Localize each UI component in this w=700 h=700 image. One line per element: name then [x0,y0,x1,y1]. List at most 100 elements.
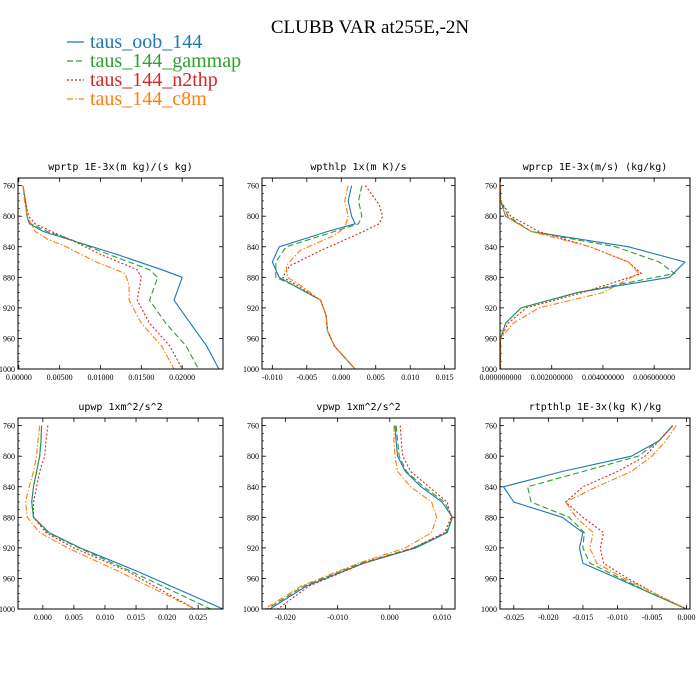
x-tick-label: -0.010 [607,613,628,622]
y-tick-label: 960 [3,574,15,583]
panel-frame [261,417,456,610]
panels: wprtp 1E-3x(m kg)/(s kg) 760 800 840 880 920 9… [0,162,696,622]
y-tick-label: 760 [485,182,497,191]
x-tick-label: 0.015 [436,373,454,382]
y-tick-label: 760 [247,182,259,191]
y-tick-label: 800 [485,452,497,461]
y-tick-label: 840 [485,483,497,492]
y-tick-label: 800 [247,212,259,221]
panel-title: wpthlp 1x(m K)/s [310,162,406,173]
series-line-taus_144_gammap [500,185,676,369]
y-tick-label: 840 [247,483,259,492]
x-tick-label: 0.000000000 [480,373,522,382]
figure-title: CLUBB VAR at255E,-2N [271,17,470,38]
series-line-taus_144_gammap [22,185,199,369]
y-tick-label: 960 [247,334,259,343]
y-tick-label: 800 [485,212,497,221]
y-tick-label: 760 [3,182,15,191]
y-tick-label: 840 [485,243,497,252]
series-line-taus_oob_144 [31,425,223,609]
panel-frame [17,177,224,370]
panel-frame [261,177,456,370]
y-tick-label: 920 [3,304,15,313]
legend: taus_oob_144taus_144_gammaptaus_144_n2th… [67,31,241,110]
panel: wprtp 1E-3x(m kg)/(s kg) 760 800 840 880 920 9… [0,162,224,382]
x-tick-label: 0.005 [65,613,83,622]
y-tick-label: 920 [3,544,15,553]
y-tick-label: 880 [247,513,259,522]
y-tick-label: 1000 [481,365,497,374]
x-tick-label: 0.00500 [47,373,73,382]
series-line-taus_144_n2thp [32,425,196,609]
series-line-taus_oob_144 [502,425,687,609]
legend-label: taus_oob_144 [90,31,202,53]
y-tick-label: 1000 [243,605,259,614]
y-tick-label: 880 [247,273,259,282]
y-tick-label: 800 [3,452,15,461]
y-tick-label: 1000 [243,365,259,374]
y-tick-label: 920 [247,544,259,553]
series-line-taus_144_gammap [31,425,211,609]
x-tick-label: -0.020 [538,613,559,622]
panel: rtpthlp 1E-3x(kg K)/kg 760 800 840 880 920 960… [481,402,696,622]
y-tick-label: 880 [485,273,497,282]
y-tick-label: 840 [3,483,15,492]
y-tick-label: 920 [485,544,497,553]
panel: upwp 1xm^2/s^2 760 800 840 880 920 960 1000 0.00… [0,402,224,622]
y-tick-label: 920 [485,304,497,313]
y-tick-label: 1000 [0,605,15,614]
x-tick-label: 0.000 [34,613,52,622]
x-tick-label: -0.010 [262,373,283,382]
x-tick-label: 0.005 [367,373,385,382]
x-tick-label: 0.015 [127,613,145,622]
y-tick-label: 760 [3,422,15,431]
panel-title: wprcp 1E-3x(m/s) (kg/kg) [523,162,668,173]
x-tick-label: 0.02000 [169,373,195,382]
x-tick-label: 0.01500 [128,373,154,382]
y-tick-label: 760 [485,422,497,431]
x-tick-label: 0.000 [678,613,696,622]
panel-title: upwp 1xm^2/s^2 [78,402,162,413]
series-line-taus_oob_144 [22,185,220,369]
legend-entry: taus_144_c8m [67,88,207,110]
y-tick-label: 880 [3,273,15,282]
series-line-taus_144_c8m [24,425,196,609]
series-line-taus_144_gammap [526,425,687,609]
x-tick-label: 0.010 [433,613,451,622]
y-tick-label: 1000 [481,605,497,614]
legend-entry: taus_144_n2thp [67,69,218,91]
series-line-taus_144_gammap [266,425,454,609]
x-tick-label: 0.006000000 [633,373,675,382]
series-line-taus_144_c8m [564,425,687,609]
y-tick-label: 960 [3,334,15,343]
x-tick-label: 0.004000000 [582,373,624,382]
series-line-taus_144_n2thp [500,185,643,369]
y-tick-label: 760 [247,422,259,431]
series-line-taus_144_c8m [500,185,640,369]
legend-entry: taus_oob_144 [67,31,202,53]
x-tick-label: 0.00000 [6,373,32,382]
legend-label: taus_144_n2thp [90,69,218,91]
y-tick-label: 880 [3,513,15,522]
y-tick-label: 840 [247,243,259,252]
series-line-taus_144_gammap [275,185,363,369]
series-line-taus_144_c8m [264,425,438,609]
series-line-taus_oob_144 [271,185,356,369]
legend-label: taus_144_gammap [90,50,241,72]
y-tick-label: 800 [247,452,259,461]
y-tick-label: 960 [247,574,259,583]
panel-frame [499,417,691,610]
panel: wprcp 1E-3x(m/s) (kg/kg) 760 800 840 880 920 9… [480,162,691,382]
y-tick-label: 960 [485,334,497,343]
panel-title: vpwp 1xm^2/s^2 [316,402,400,413]
panel: wpthlp 1x(m K)/s7608008408809209601000-0… [243,162,456,382]
series-line-taus_oob_144 [269,425,454,609]
x-tick-label: -0.005 [642,613,663,622]
x-tick-label: 0.000 [332,373,350,382]
y-tick-label: 960 [485,574,497,583]
x-tick-label: 0.025 [189,613,207,622]
series-line-taus_144_n2thp [22,185,183,369]
y-tick-label: 1000 [0,365,15,374]
legend-label: taus_144_c8m [90,88,207,110]
